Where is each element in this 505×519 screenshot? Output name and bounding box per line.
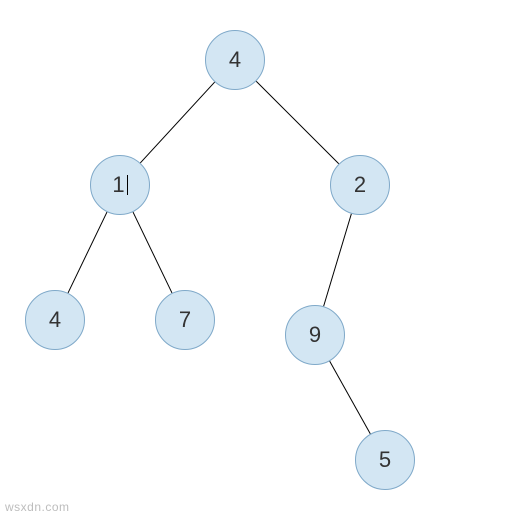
tree-node-label: 5 (379, 449, 391, 471)
text-cursor (127, 175, 128, 195)
tree-edge (330, 361, 371, 434)
tree-edge (68, 212, 107, 293)
tree-node-label: 9 (309, 324, 321, 346)
tree-edge (324, 214, 352, 307)
tree-node: 2 (330, 155, 390, 215)
tree-node-label: 4 (49, 309, 61, 331)
tree-node-label: 7 (179, 309, 191, 331)
tree-node: 7 (155, 290, 215, 350)
tree-node: 4 (205, 30, 265, 90)
tree-edge (256, 81, 339, 164)
watermark-text: wsxdn.com (5, 500, 70, 514)
tree-node: 9 (285, 305, 345, 365)
tree-node-label: 1 (112, 174, 124, 196)
tree-node-label: 4 (229, 49, 241, 71)
tree-node: 1 (90, 155, 150, 215)
tree-diagram: wsxdn.com 4 1 2 4 7 9 5 (0, 0, 505, 519)
tree-node-label: 2 (354, 174, 366, 196)
tree-edge (133, 212, 172, 293)
tree-edge (140, 82, 214, 163)
tree-node: 4 (25, 290, 85, 350)
tree-node: 5 (355, 430, 415, 490)
